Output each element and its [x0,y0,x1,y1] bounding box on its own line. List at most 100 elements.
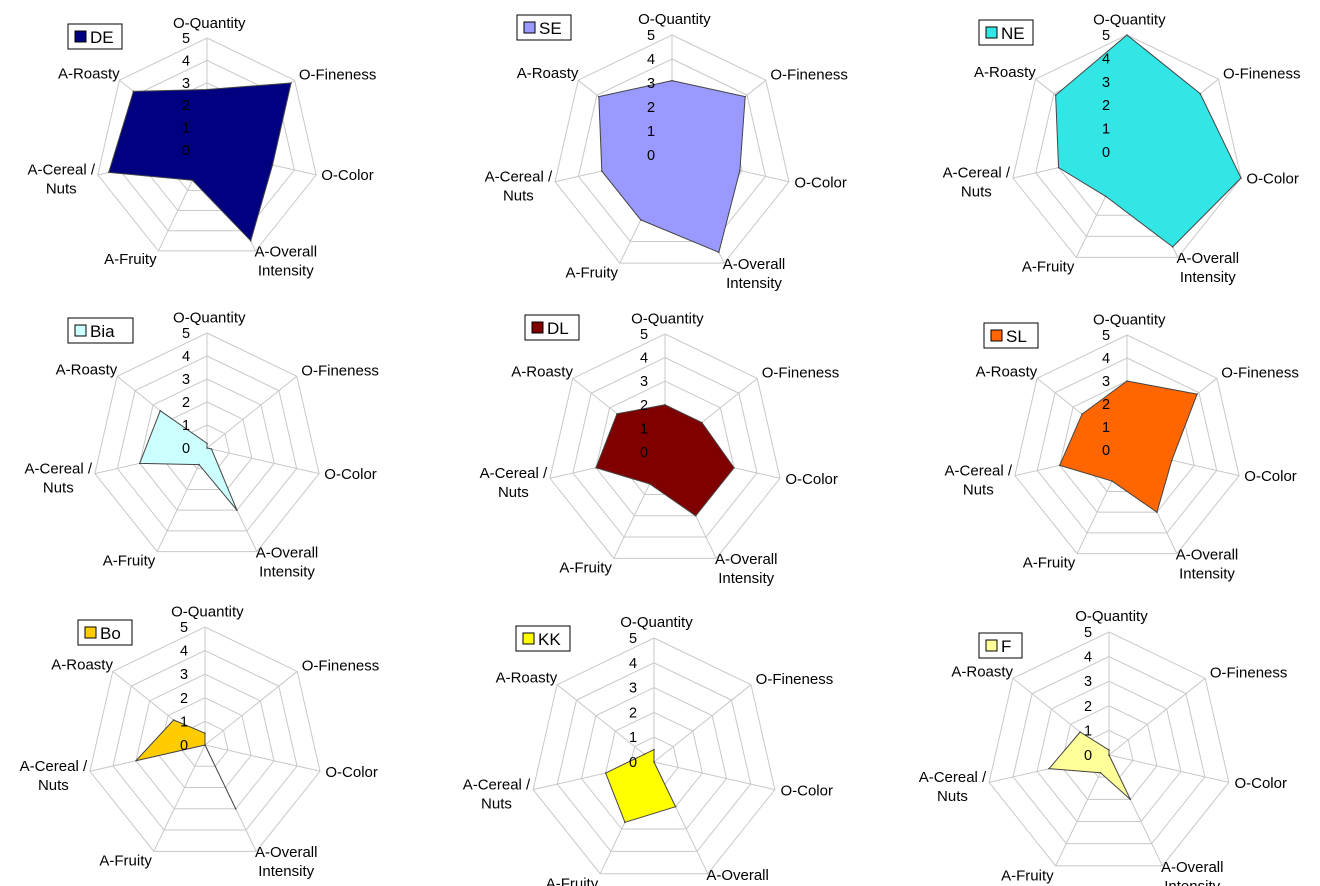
axis-label: O-Fineness [301,363,379,380]
axis-label: A-Roasty [511,363,573,380]
legend-swatch [74,324,87,337]
axis-label: O-Color [1246,171,1299,188]
data-point [604,772,607,774]
legend-label: NE [1001,24,1025,43]
data-polygon-ne [1055,34,1242,248]
axis-label: O-Fineness [770,66,848,83]
tick-label: 0 [1102,145,1110,161]
tick-label: 5 [1102,28,1110,44]
tick-label: 4 [647,52,655,68]
axis-label: A-Fruity [1023,554,1076,571]
axis-label: O-Color [1244,468,1297,485]
legend-sl: SL [983,322,1039,349]
axis-label: A-Roasty [974,64,1036,81]
axis-label: A-Cereal / Nuts [25,460,93,496]
data-polygon-kk [605,749,677,823]
grid-ring [577,58,767,242]
tick-label: 0 [182,143,190,159]
tick-label: 2 [1102,98,1110,114]
tick-label: 2 [182,98,190,114]
legend-swatch [74,30,87,43]
axis-label: A-Cereal / Nuts [943,165,1011,201]
legend-label: KK [538,630,561,649]
legend-label: SL [1006,327,1027,346]
grid-ring [1036,357,1218,534]
axis-label: O-Quantity [173,310,246,327]
data-point [1054,94,1057,96]
data-point [138,462,141,465]
grid-ring [89,626,321,852]
tick-label: 4 [182,349,190,365]
axis-label: O-Color [324,466,377,483]
axis-spoke [1108,677,1206,756]
tick-label: 0 [629,755,637,771]
data-point [1171,459,1173,462]
tick-label: 5 [1102,328,1110,344]
data-point [107,171,110,174]
axis-label: O-Fineness [302,658,380,675]
data-point [204,732,206,734]
radar-chart-kk: 0 1 2 3 4 5O-Quantity O-Fineness O-Color A-Overa… [463,614,833,886]
tick-label: 5 [180,620,188,636]
tick-label: 2 [640,398,648,414]
tick-label: 1 [640,421,648,437]
axis-label: A-Roasty [496,670,558,687]
radar-chart-bia: 0 1 2 3 4 5O-Quantity O-Fineness O-Color A-Overa… [25,310,379,581]
legend-dl: DL [524,314,580,341]
data-point [204,744,206,746]
grid-ring [532,637,776,875]
tick-label: 1 [647,124,655,140]
legend-label: F [1001,637,1011,656]
data-point [1058,464,1061,467]
axis-label: A-Fruity [104,251,157,268]
axis-spoke [556,684,655,763]
radar-chart-de: 0 1 2 3 4 5O-Quantity O-Fineness O-Color A-Overa… [27,15,376,279]
tick-label: 1 [1084,723,1092,739]
axis-label: O-Color [794,174,847,191]
axis-label: O-Quantity [631,310,704,327]
tick-label: 5 [629,631,637,647]
axis-label: O-Fineness [1223,65,1301,82]
data-polygon-sl [1059,380,1198,513]
tick-label: 5 [640,327,648,343]
grid-ring [572,357,758,538]
data-point [236,509,238,511]
grid-ring [135,673,275,810]
axis-spoke [204,671,298,746]
legend-label: SE [539,19,562,38]
grid-ring [1036,680,1182,822]
data-point [1108,749,1110,751]
legend-swatch [985,639,998,652]
axis-spoke [1055,754,1110,867]
axis-spoke [204,744,321,772]
legend-label: DE [90,28,114,47]
axis-label: A-Fruity [566,264,619,281]
tick-label: 4 [1102,351,1110,367]
grid-ring [549,333,781,559]
grid-ring [580,687,728,830]
grid-ring [595,380,735,517]
axis-label: O-Color [780,782,833,799]
axis-label: A-Roasty [58,65,120,82]
radar-chart-se: 0 1 2 3 4 5O-Quantity O-Fineness O-Color A-Overa… [485,11,848,292]
tick-label: 0 [1102,443,1110,459]
legend-swatch [522,632,535,645]
axis-label: O-Color [1234,775,1287,792]
legend-swatch [531,321,544,334]
grid-ring [158,697,252,789]
axis-label: O-Quantity [173,15,246,32]
grid-ring [112,650,298,831]
legend-swatch [985,26,998,39]
axis-label: A-Fruity [99,852,152,869]
grid-ring [554,34,790,264]
tick-label: 3 [182,372,190,388]
data-point [159,409,162,412]
data-point [191,179,194,182]
tick-label: 0 [640,445,648,461]
axis-label: A-Cereal / Nuts [945,462,1013,498]
